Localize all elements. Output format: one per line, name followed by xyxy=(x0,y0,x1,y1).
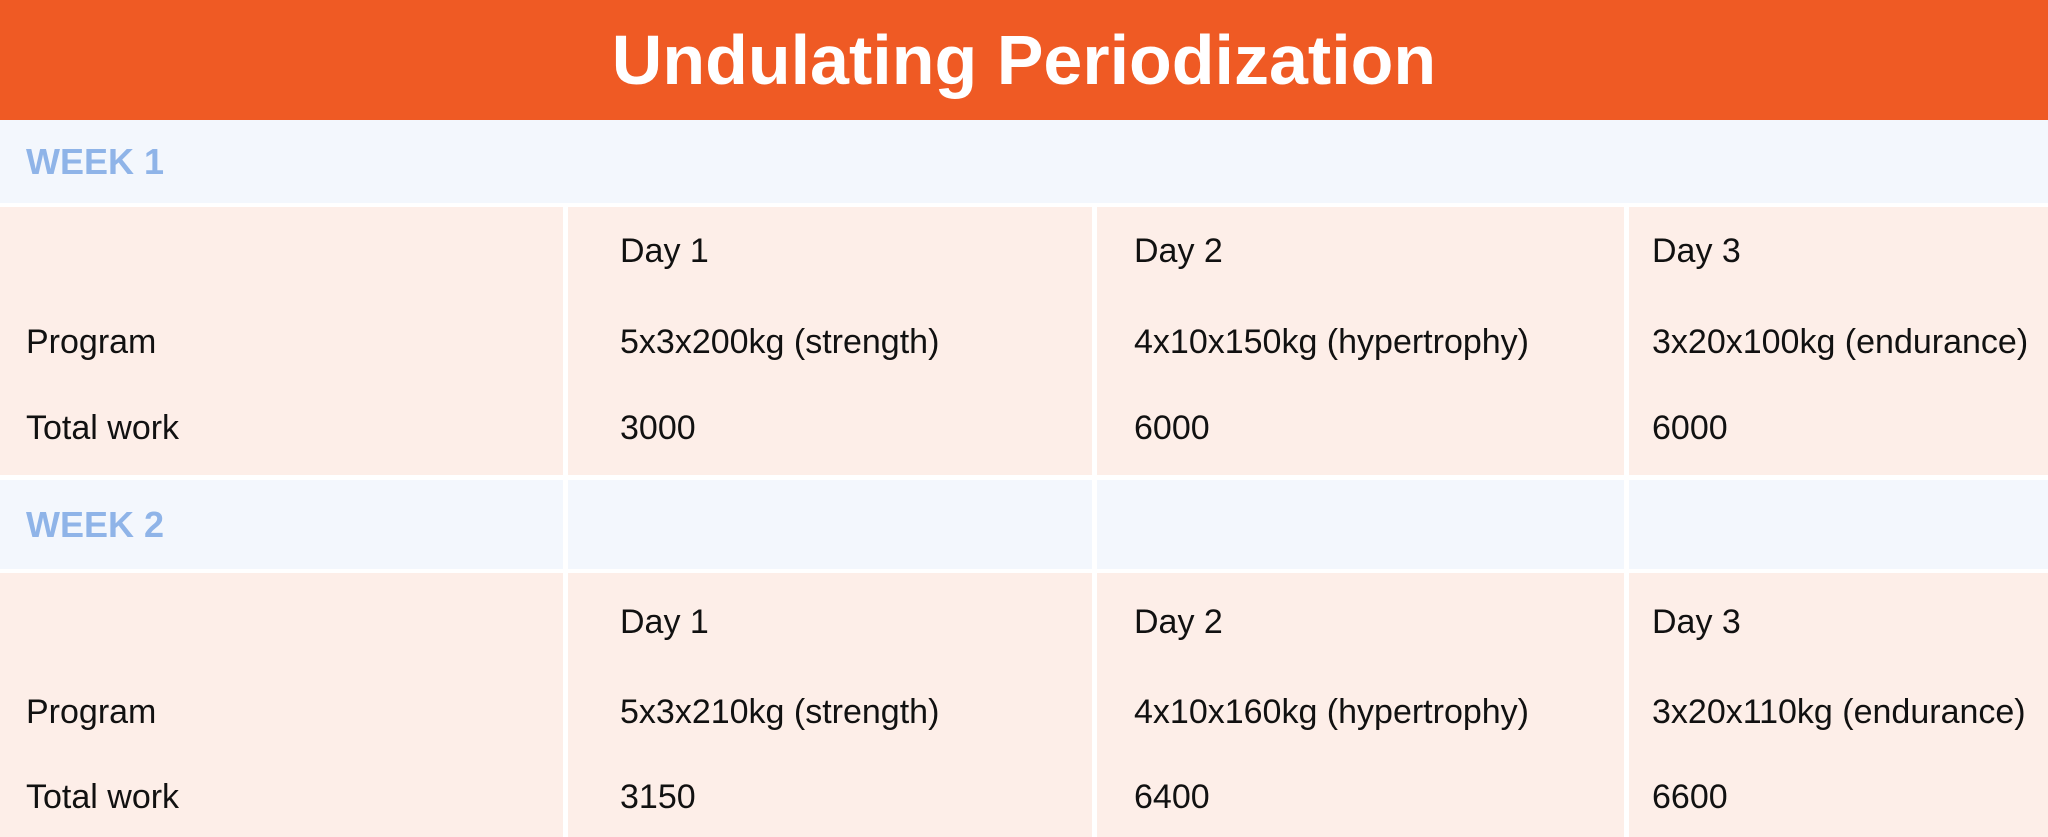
body-cell xyxy=(1097,573,1624,837)
cell-value: 4x10x160kg (hypertrophy) xyxy=(1134,693,1530,731)
day-header: Day 1 xyxy=(620,232,709,270)
day-header: Day 3 xyxy=(1652,232,1741,270)
body-cell xyxy=(1629,207,2048,475)
cell-value: 3x20x100kg (endurance) xyxy=(1652,323,2029,361)
cell-value: 6600 xyxy=(1652,778,1728,816)
cell-value: 5x3x210kg (strength) xyxy=(620,693,940,731)
body-cell xyxy=(0,207,563,475)
week-cell xyxy=(0,480,563,569)
title-bar xyxy=(0,0,2048,120)
day-header: Day 1 xyxy=(620,603,709,641)
week-label: WEEK 1 xyxy=(26,140,165,182)
row-label: Total work xyxy=(26,409,180,447)
body-cell xyxy=(1629,573,2048,837)
body-cell xyxy=(1097,207,1624,475)
week-cell xyxy=(1629,480,2048,569)
day-header: Day 3 xyxy=(1652,603,1741,641)
cell-value: 6000 xyxy=(1652,409,1728,447)
title: Undulating Periodization xyxy=(611,21,1437,99)
day-header: Day 2 xyxy=(1134,603,1223,641)
week-row xyxy=(0,120,2048,203)
body-cell xyxy=(0,573,563,837)
week-label: WEEK 2 xyxy=(26,503,165,545)
cell-value: 3150 xyxy=(620,778,696,816)
cell-value: 4x10x150kg (hypertrophy) xyxy=(1134,323,1530,361)
row-label: Program xyxy=(26,693,157,731)
cell-value: 3x20x110kg (endurance) xyxy=(1652,693,2026,731)
week-cell xyxy=(1097,480,1624,569)
cell-value: 6400 xyxy=(1134,778,1210,816)
day-header: Day 2 xyxy=(1134,232,1223,270)
row-label: Program xyxy=(26,323,157,361)
body-cell xyxy=(568,573,1092,837)
row-label: Total work xyxy=(26,778,180,816)
week-cell xyxy=(568,480,1092,569)
cell-value: 6000 xyxy=(1134,409,1210,447)
cell-value: 5x3x200kg (strength) xyxy=(620,323,940,361)
body-cell xyxy=(568,207,1092,475)
cell-value: 3000 xyxy=(620,409,696,447)
